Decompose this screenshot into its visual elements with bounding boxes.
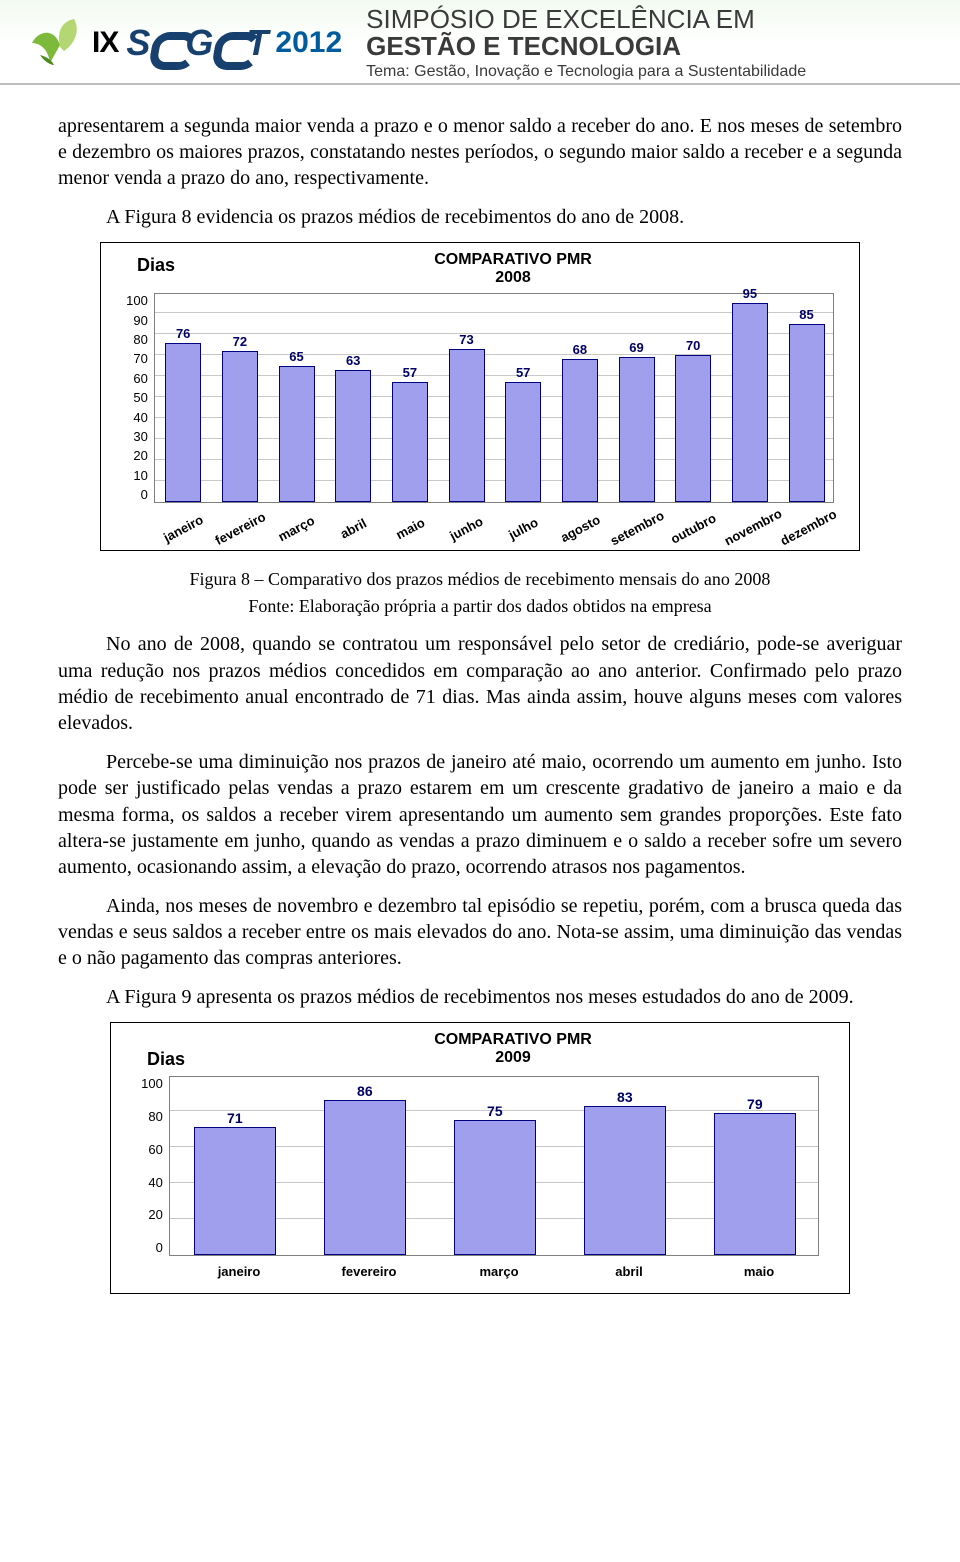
x-tick: maio	[694, 1264, 824, 1279]
bar: 85	[789, 324, 825, 503]
event-title: SIMPÓSIO DE EXCELÊNCIA EM GESTÃO E TECNO…	[366, 6, 806, 81]
bar-value-label: 70	[676, 338, 710, 353]
y-tick: 40	[126, 410, 148, 425]
x-tick: janeiro	[155, 509, 212, 549]
bar-value-label: 71	[195, 1110, 275, 1126]
y-tick: 50	[126, 390, 148, 405]
x-tick: junho	[438, 509, 495, 549]
year-label: 2012	[275, 26, 342, 60]
y-tick: 20	[141, 1207, 163, 1222]
bar: 65	[279, 366, 315, 503]
x-tick: março	[268, 509, 325, 549]
x-tick: abril	[564, 1264, 694, 1279]
logo-group: IX S G T 2012	[30, 17, 342, 69]
figure-source: Fonte: Elaboração própria a partir dos d…	[58, 596, 902, 617]
y-tick: 70	[126, 351, 148, 366]
x-tick: janeiro	[174, 1264, 304, 1279]
x-tick: fevereiro	[304, 1264, 434, 1279]
y-tick: 10	[126, 468, 148, 483]
seget-logo: S G T	[124, 22, 267, 64]
y-axis-title: Dias	[137, 255, 175, 276]
paragraph: A Figura 8 evidencia os prazos médios de…	[58, 204, 902, 230]
x-tick: março	[434, 1264, 564, 1279]
bar: 63	[335, 370, 371, 502]
bar-value-label: 69	[620, 340, 654, 355]
bar-value-label: 68	[563, 342, 597, 357]
x-axis-labels: janeirofevereiromarçoabrilmaio	[174, 1264, 824, 1279]
x-tick: outubro	[665, 509, 722, 549]
bar-value-label: 86	[325, 1083, 405, 1099]
x-tick: agosto	[551, 509, 608, 549]
paragraph: No ano de 2008, quando se contratou um r…	[58, 631, 902, 737]
bar: 69	[619, 357, 655, 502]
y-axis-title: Dias	[147, 1049, 185, 1070]
bar-value-label: 57	[393, 365, 427, 380]
bar: 70	[675, 355, 711, 502]
bar: 72	[222, 351, 258, 502]
bar-value-label: 95	[733, 286, 767, 301]
seget-e-icon	[214, 28, 246, 58]
bar: 83	[584, 1106, 666, 1255]
paragraph: Percebe-se uma diminuição nos prazos de …	[58, 749, 902, 881]
paragraph: Ainda, nos meses de novembro e dezembro …	[58, 893, 902, 972]
bar-value-label: 57	[506, 365, 540, 380]
y-tick: 80	[126, 332, 148, 347]
x-tick: dezembro	[778, 509, 835, 549]
y-tick: 0	[141, 1240, 163, 1255]
bar-value-label: 75	[455, 1103, 535, 1119]
paragraph: apresentarem a segunda maior venda a pra…	[58, 113, 902, 192]
document-body: apresentarem a segunda maior venda a pra…	[0, 85, 960, 1333]
bar: 71	[194, 1127, 276, 1255]
y-tick: 20	[126, 448, 148, 463]
y-tick: 60	[126, 371, 148, 386]
y-axis-ticks: 100 80 60 40 20 0	[141, 1076, 163, 1256]
y-tick: 60	[141, 1142, 163, 1157]
figure-9-chart: Dias COMPARATIVO PMR 2009 100806040200 7…	[110, 1022, 850, 1294]
bar: 86	[324, 1100, 406, 1255]
y-tick: 30	[126, 429, 148, 444]
bar-value-label: 65	[280, 349, 314, 364]
bar: 73	[449, 349, 485, 502]
figure-caption: Figura 8 – Comparativo dos prazos médios…	[58, 569, 902, 590]
x-tick: fevereiro	[211, 509, 268, 549]
y-axis-ticks: 1009080706050403020100	[126, 293, 148, 503]
x-tick: julho	[495, 509, 552, 549]
bar-value-label: 85	[790, 307, 824, 322]
bar: 57	[505, 382, 541, 502]
y-tick: 0	[126, 487, 148, 502]
leaf-icon	[30, 17, 86, 69]
bar-value-label: 63	[336, 353, 370, 368]
event-header: IX S G T 2012 SIMPÓSIO DE EXCELÊNCIA EM …	[0, 0, 960, 85]
plot-area: 767265635773576869709585	[154, 293, 834, 503]
y-tick: 90	[126, 313, 148, 328]
bar-value-label: 73	[450, 332, 484, 347]
y-tick: 100	[126, 293, 148, 308]
bar: 75	[454, 1120, 536, 1255]
seget-e-icon	[151, 28, 183, 58]
bar-value-label: 79	[715, 1096, 795, 1112]
y-tick: 40	[141, 1175, 163, 1190]
paragraph: A Figura 9 apresenta os prazos médios de…	[58, 984, 902, 1010]
y-tick: 100	[141, 1076, 163, 1091]
x-tick: setembro	[608, 509, 665, 549]
plot-area: 71 86 75 83 79	[169, 1076, 819, 1256]
y-tick: 80	[141, 1109, 163, 1124]
bar-value-label: 72	[223, 334, 257, 349]
bar: 68	[562, 359, 598, 502]
bar-value-label: 76	[166, 326, 200, 341]
bar: 76	[165, 343, 201, 503]
x-axis-labels: janeirofevereiromarçoabrilmaiojunhojulho…	[155, 521, 835, 536]
bar-value-label: 83	[585, 1089, 665, 1105]
ix-label: IX	[92, 26, 118, 60]
figure-8-chart: Dias COMPARATIVO PMR 2008 10090807060504…	[100, 242, 860, 551]
x-tick: maio	[381, 509, 438, 549]
x-tick: novembro	[721, 509, 778, 549]
x-tick: abril	[325, 509, 382, 549]
bar: 57	[392, 382, 428, 502]
bar: 95	[732, 303, 768, 503]
bar: 79	[714, 1113, 796, 1255]
